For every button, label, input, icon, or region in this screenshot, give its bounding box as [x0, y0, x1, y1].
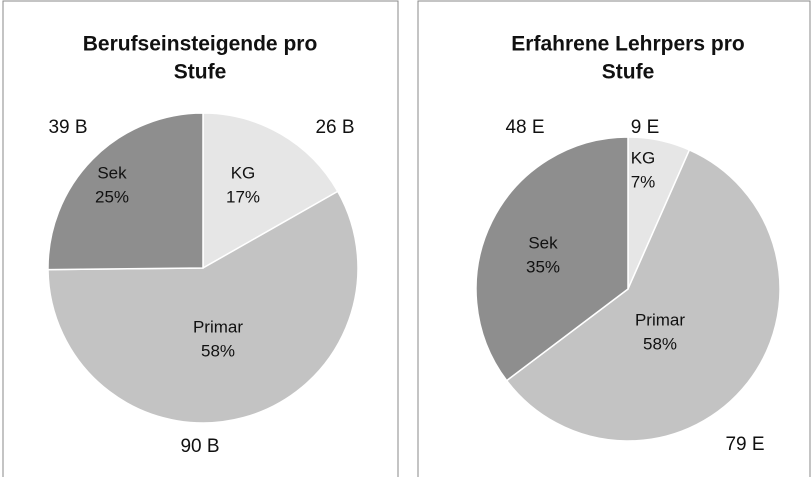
- panel-frame: [417, 0, 811, 477]
- slice-percent: 35%: [526, 257, 560, 276]
- value-label: 79 E: [725, 434, 764, 455]
- chart-title: Erfahrene Lehrpers pro: [511, 33, 744, 56]
- slice-category: Primar: [635, 310, 685, 329]
- value-label: 39 B: [48, 117, 87, 138]
- value-label: 90 B: [180, 436, 219, 457]
- slice-category: Sek: [97, 163, 127, 182]
- pie-slice: [202, 112, 339, 270]
- slice-category: KG: [631, 148, 656, 167]
- slice-percent: 58%: [643, 334, 677, 353]
- chart-title: Berufseinsteigende pro: [83, 33, 318, 56]
- chart-title: Stufe: [174, 61, 227, 84]
- value-label: 26 B: [315, 117, 354, 138]
- chart-title: Stufe: [602, 61, 655, 84]
- slice-percent: 7%: [631, 172, 656, 191]
- pie-slice: [47, 112, 204, 271]
- pie-slice: [475, 136, 629, 382]
- panel-frame: [2, 0, 399, 477]
- slice-category: KG: [231, 163, 256, 182]
- pie-slice: [47, 190, 359, 424]
- slice-percent: 25%: [95, 187, 129, 206]
- value-label: 48 E: [505, 117, 544, 138]
- slice-percent: 58%: [201, 341, 235, 360]
- slice-category: Primar: [193, 317, 243, 336]
- slice-percent: 17%: [226, 187, 260, 206]
- pie-slice: [505, 148, 781, 442]
- value-label: 9 E: [631, 117, 660, 138]
- slice-category: Sek: [528, 233, 558, 252]
